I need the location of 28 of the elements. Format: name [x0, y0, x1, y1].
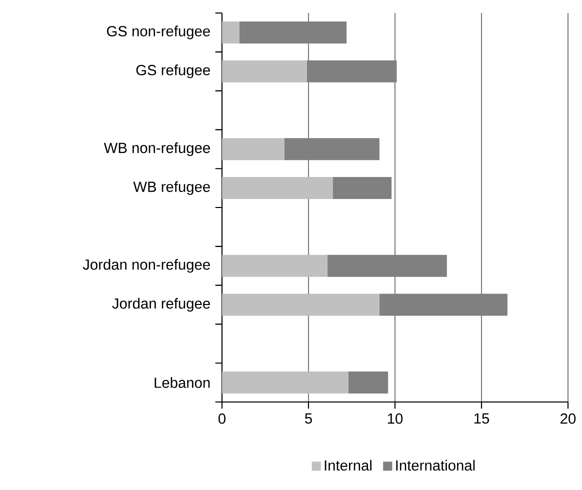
y-tick-label: GS non-refugee: [106, 26, 210, 40]
legend-label: Internal: [324, 460, 372, 471]
bar: [222, 177, 333, 200]
bar: [284, 138, 380, 160]
bar: [239, 21, 347, 44]
x-tick-label: 10: [388, 413, 403, 424]
bar: [379, 294, 508, 316]
x-tick-label: 5: [305, 413, 312, 424]
bar: [332, 177, 392, 200]
y-tick-label: Jordan refugee: [112, 298, 210, 312]
y-tick-label: WB refugee: [133, 181, 210, 195]
bar: [222, 254, 328, 277]
x-tick-label: 20: [560, 413, 576, 424]
bar: [306, 60, 397, 82]
y-tick-label: WB non-refugee: [104, 142, 210, 156]
bar: [222, 138, 284, 160]
y-tick-label: GS refugee: [136, 64, 210, 78]
x-tick-label: 0: [218, 413, 226, 424]
legend-label: International: [396, 460, 475, 471]
x-tick-label: 15: [474, 413, 490, 424]
bar: [222, 21, 240, 44]
bar: [328, 254, 447, 277]
bar: [222, 60, 307, 82]
bar: [222, 294, 380, 316]
y-tick-label: Lebanon: [154, 377, 210, 388]
bar: [348, 372, 388, 394]
y-tick-label: Jordan non-refugee: [82, 259, 210, 273]
bar: [222, 372, 348, 394]
